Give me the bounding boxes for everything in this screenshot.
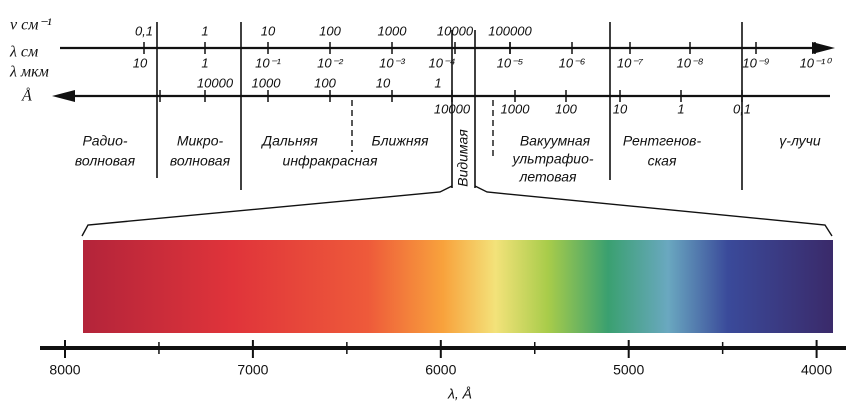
visible-tick-label: 5000 [613, 362, 644, 378]
angstrom-tick-label: 10 [613, 101, 628, 116]
angstrom-tick-label: 10000 [434, 101, 471, 116]
um-tick-label: 1000 [252, 75, 282, 90]
visible-tick-label: 6000 [425, 362, 456, 378]
region-label: γ-лучи [779, 133, 821, 149]
visible-tick-label: 8000 [49, 362, 80, 378]
um-tick-label: 10000 [197, 75, 234, 90]
axis-label: Å [21, 87, 32, 105]
region-label: летовая [518, 169, 577, 185]
axis-label: λ см [9, 44, 38, 61]
visible-spectrum [83, 240, 833, 333]
angstrom-tick-label: 100 [555, 101, 577, 116]
um-tick-label: 10 [376, 75, 391, 90]
region-label: ультрафио- [511, 151, 593, 167]
cm-tick-label: 10⁻⁴ [429, 55, 456, 70]
axis-label: λ мкм [9, 64, 49, 81]
angstrom-tick-label: 1 [677, 101, 684, 116]
cm-tick-label: 1 [201, 55, 208, 70]
arrow [52, 90, 75, 102]
nu-tick-label: 10000 [437, 23, 474, 38]
nu-tick-label: 10 [261, 23, 276, 38]
visible-tick-label: 4000 [801, 362, 832, 378]
region-label: Видимая [455, 129, 471, 187]
nu-tick-label: 1000 [378, 23, 408, 38]
region-label: ская [648, 153, 677, 169]
cm-tick-label: 10⁻⁷ [617, 55, 644, 70]
region-label: Рентгенов- [623, 133, 702, 149]
region-label: Ближняя [371, 133, 429, 149]
region-label: Вакуумная [520, 133, 591, 149]
nu-tick-label: 0,1 [135, 23, 153, 38]
cm-tick-label: 10⁻³ [379, 55, 405, 70]
angstrom-tick-label: 0,1 [733, 101, 751, 116]
um-tick-label: 1 [434, 75, 441, 90]
separators [81, 22, 833, 237]
arrow [812, 42, 835, 54]
cm-tick-label: 10⁻⁶ [559, 55, 586, 70]
cm-tick-label: 10⁻² [317, 55, 343, 70]
axis-label: ν см⁻¹ [10, 17, 52, 34]
visible-tick-label: 7000 [237, 362, 268, 378]
cm-tick-label: 10⁻¹⁰ [800, 55, 833, 70]
cm-tick-label: 10⁻⁸ [677, 55, 704, 70]
region-label: Радио- [82, 133, 127, 149]
region-label: Дальняя [260, 133, 318, 149]
cm-tick-label: 10⁻¹ [255, 55, 281, 70]
region-label: Микро- [177, 133, 224, 149]
um-tick-label: 100 [314, 75, 336, 90]
region-label: волновая [170, 153, 231, 169]
visible-axis-label: λ, Å [447, 386, 472, 402]
angstrom-tick-label: 1000 [501, 101, 531, 116]
region-label: инфракрасная [283, 153, 378, 169]
nu-tick-label: 1 [201, 23, 208, 38]
cm-tick-label: 10⁻⁵ [497, 55, 524, 70]
cm-tick-label: 10⁻⁹ [742, 55, 769, 70]
nu-tick-label: 100000 [488, 23, 532, 38]
region-label: волновая [75, 153, 136, 169]
cm-tick-label: 10 [133, 55, 148, 70]
nu-tick-label: 100 [319, 23, 341, 38]
